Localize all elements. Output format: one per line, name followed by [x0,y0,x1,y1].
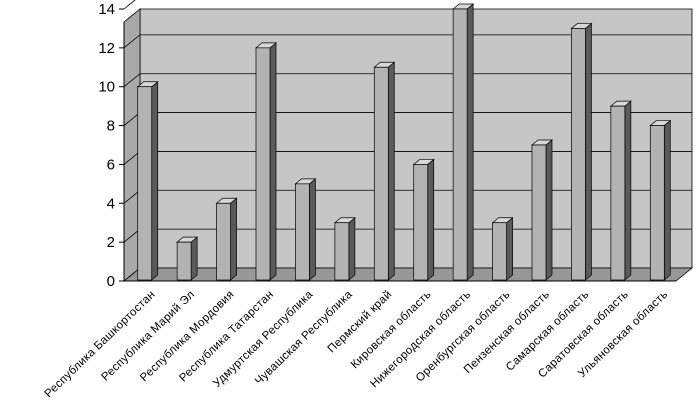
bar-side [427,158,435,281]
bar-front [610,105,626,281]
bar-front [334,222,350,281]
bar-front [216,202,231,281]
bar [136,80,159,281]
bar-front [452,8,468,281]
bar-front [295,183,310,281]
bar-side [624,100,632,281]
bar-front [373,66,389,281]
bar [373,61,396,281]
bar [570,22,593,281]
bar-front [137,86,153,281]
bar-front [255,47,271,281]
bar-side [585,22,592,281]
y-tick-label: 8 [107,118,115,135]
bar [609,100,632,281]
y-tick-label: 4 [107,195,115,212]
bar [294,178,317,281]
bars [136,3,672,281]
bar-side [309,178,316,281]
bar-side [466,3,474,281]
bar [452,3,475,281]
y-tick-label: 0 [107,273,115,290]
gridline [123,0,136,10]
bar-front [176,241,192,281]
bar-side [506,216,513,281]
y-tick-label: 12 [98,40,115,57]
bar [333,216,356,281]
bar-front [492,222,507,281]
bar-side [269,42,277,281]
bar-front [571,28,586,281]
bar [491,216,514,281]
gridline [123,34,692,49]
bar-side [230,197,237,281]
bar [255,42,277,281]
y-axis-ticks: 0 2 4 6 8 10 12 14 [98,1,125,290]
bar-front [649,125,665,281]
y-tick-label: 14 [98,1,115,18]
floor [122,267,694,282]
bar-side [387,61,395,281]
plot-walls [122,8,694,282]
bar [215,197,238,281]
bar [531,139,553,281]
y-tick-label: 6 [107,156,115,173]
bar-side [190,236,198,281]
gridline [123,73,692,88]
y-tick-label: 10 [98,79,115,96]
bar-front [531,144,547,281]
bar [176,236,199,281]
y-tick-label: 2 [107,234,115,251]
bar [412,158,435,281]
bar-side [151,80,159,281]
bar-side [663,119,671,281]
bar-side [545,139,553,281]
bar-front [413,164,429,281]
bar-side [348,216,356,281]
bar [649,119,672,281]
